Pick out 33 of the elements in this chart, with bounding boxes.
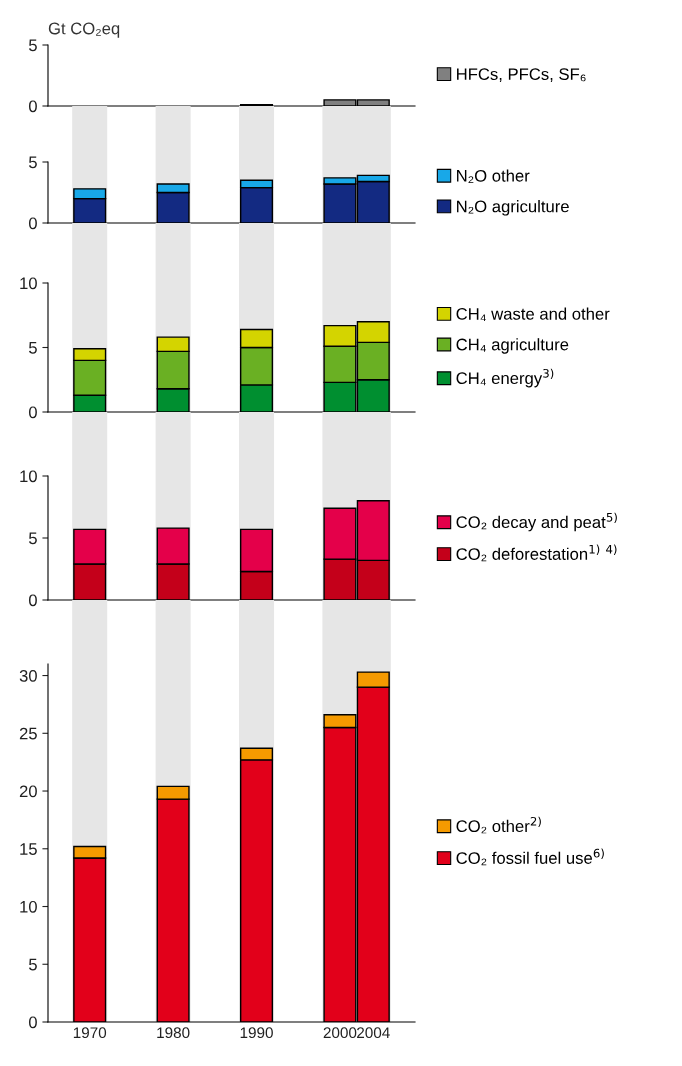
y-tick-label: 10 [20,277,37,290]
y-tick-label: 0 [28,217,37,230]
y-tick-label: 30 [19,669,37,682]
x-tick-label: 2000 [323,1027,357,1039]
y-tick-label: 0 [28,594,37,607]
legend-label: HFCs, PFCs, SF₆ [457,68,586,82]
y-tick-label: 0 [28,1016,37,1029]
legend-label: CO₂ fossil fuel use$^{6)}$ [456,848,604,866]
x-tick-label: 2004 [357,1027,390,1039]
y-tick-label: 5 [28,958,37,971]
y-tick-label: 5 [28,156,37,169]
legend-label: CH₄ agriculture [456,338,569,354]
y-axis-title: Gt CO₂eq [48,22,120,38]
y-tick-label: 10 [20,470,37,483]
x-tick-label: 1970 [73,1027,107,1039]
x-tick-label: 1990 [240,1027,273,1039]
legend-label: CO₂ deforestation$^{1) 4)}$ [456,544,617,562]
y-tick-label: 25 [19,727,37,740]
y-tick-label: 10 [20,900,37,913]
legend-label: N₂O agriculture [457,200,569,216]
x-tick-label: 1980 [157,1027,190,1039]
y-tick-label: 5 [28,532,37,545]
legend-label: CO₂ decay and peat$^{5)}$ [456,512,617,532]
legend-label: CH₄ waste and other [456,307,610,322]
y-tick-label: 0 [28,406,37,419]
legend-label: N₂O other [457,169,530,183]
y-tick-label: 5 [28,342,37,354]
y-tick-label: 20 [19,785,37,798]
y-tick-label: 15 [20,843,37,855]
y-tick-label: 0 [28,100,37,113]
legend-label: CO₂ other$^{2)}$ [456,816,541,834]
legend-label: CH₄ energy$^{3)}$ [456,368,554,388]
y-tick-label: 5 [28,39,37,52]
